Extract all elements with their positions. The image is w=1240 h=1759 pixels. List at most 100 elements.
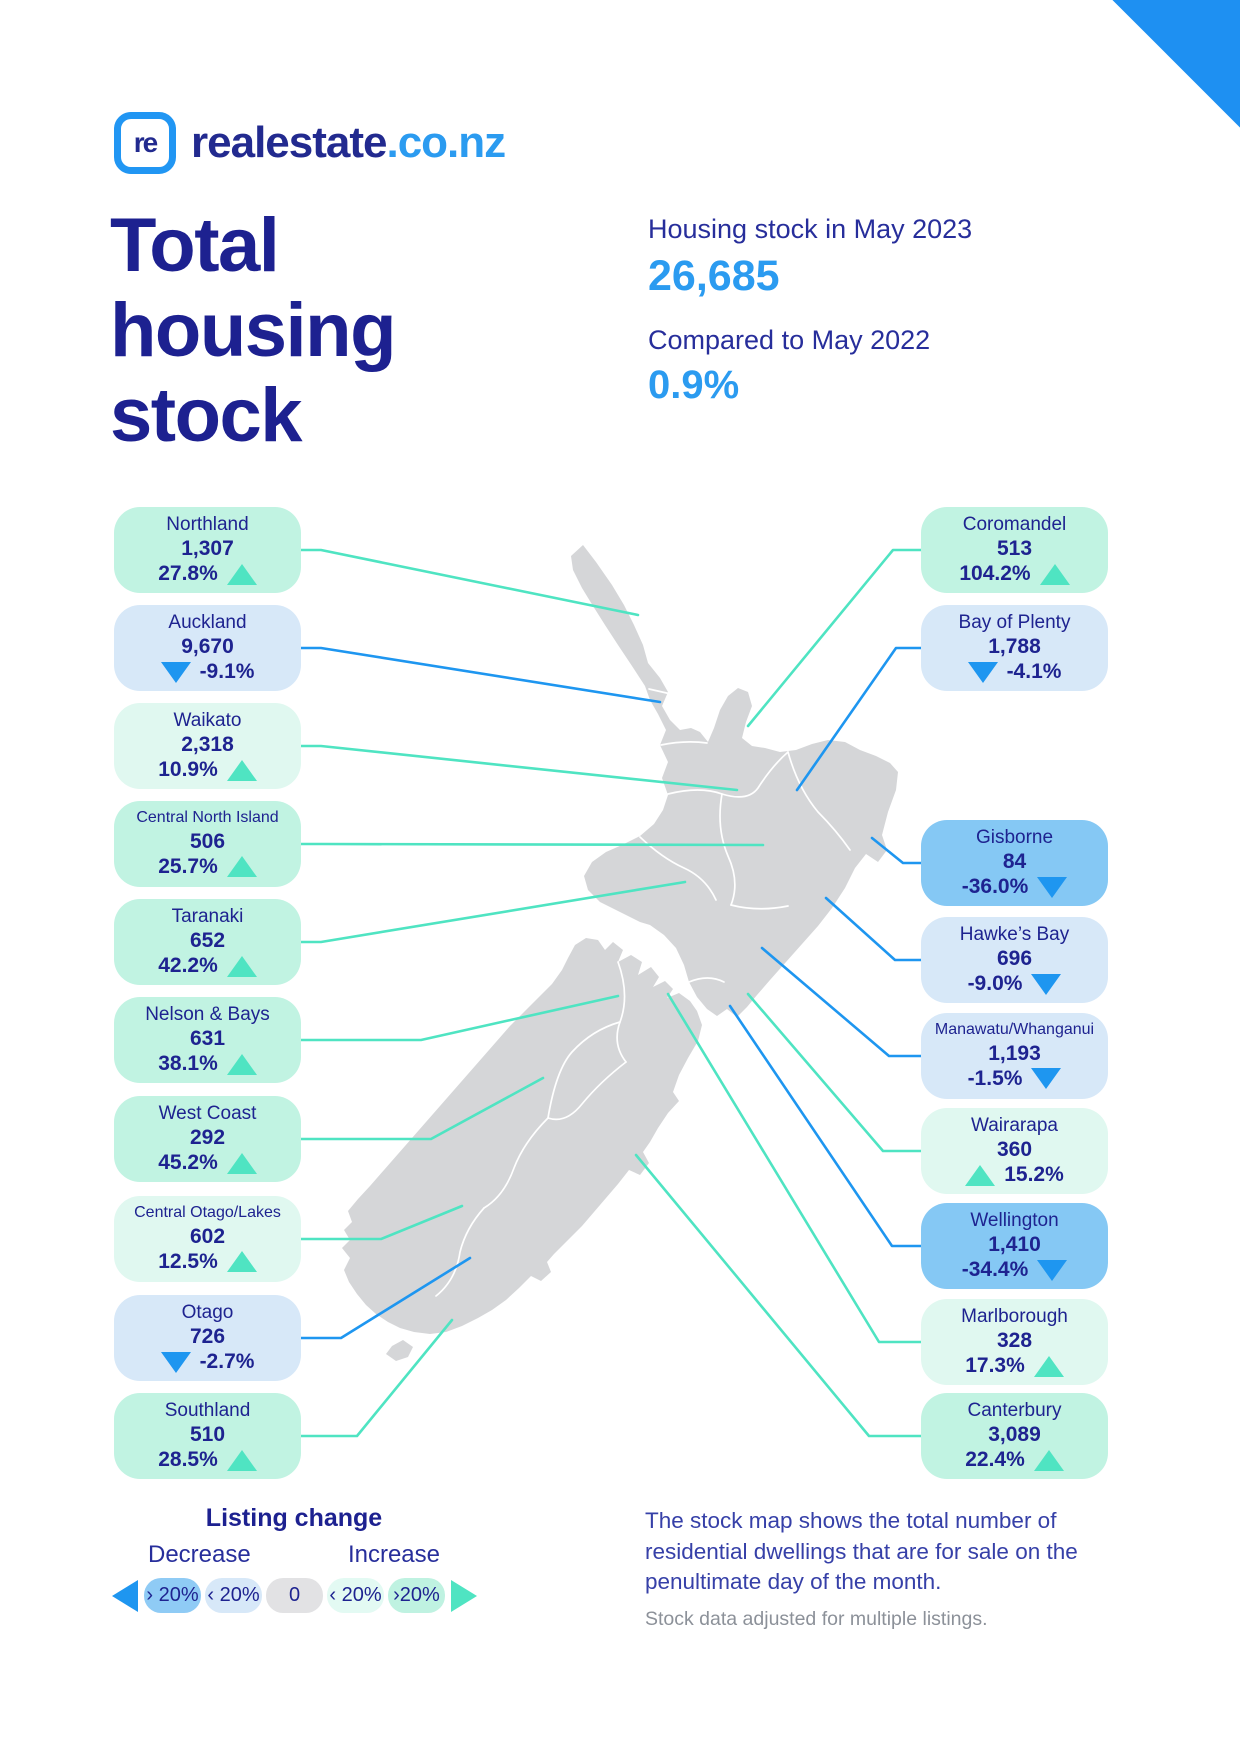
region-name: Southland [164, 1399, 251, 1421]
brand-logo: re realestate.co.nz [114, 112, 506, 174]
triangle-up-icon [965, 1164, 996, 1186]
legend-increase-label: Increase [347, 1541, 440, 1568]
region-box-otago: Otago 726 -2.7% [114, 1295, 301, 1381]
triangle-down-icon [160, 1351, 191, 1373]
region-change: -4.1% [967, 660, 1061, 684]
triangle-up-icon [226, 955, 257, 977]
region-change: 104.2% [959, 562, 1070, 586]
region-change-value: -34.4% [961, 1258, 1029, 1282]
region-stock-value: 2,318 [181, 733, 234, 757]
region-change-value: -36.0% [961, 875, 1029, 899]
region-stock-value: 631 [189, 1027, 226, 1051]
region-name: Bay of Plenty [958, 611, 1071, 633]
legend-scale: › 20% ‹ 20% 0 ‹ 20% ›20% [106, 1578, 482, 1613]
footnote-main: The stock map shows the total number of … [645, 1508, 1078, 1595]
brand-name: realestate [191, 118, 387, 167]
region-stock-value: 9,670 [181, 635, 234, 659]
region-change: 25.7% [158, 855, 257, 879]
region-stock-value: 3,089 [988, 1423, 1041, 1447]
page-title: Total housing stock [110, 203, 397, 458]
region-change: -34.4% [962, 1258, 1068, 1282]
region-change-value: 17.3% [965, 1354, 1025, 1378]
triangle-up-icon [226, 759, 257, 781]
region-stock-value: 652 [189, 929, 226, 953]
region-box-wairarapa: Wairarapa 360 15.2% [921, 1108, 1108, 1194]
connector-southland [299, 1318, 454, 1438]
connector-waikato [299, 744, 739, 792]
region-change-value: 27.8% [158, 562, 218, 586]
region-change-value: 12.5% [158, 1249, 218, 1273]
region-name: Otago [181, 1301, 234, 1323]
region-box-northland: Northland 1,307 27.8% [114, 507, 301, 593]
triangle-up-icon [226, 856, 257, 878]
legend: Listing change Decrease Increase › 20% ‹… [106, 1504, 482, 1613]
triangle-up-icon [226, 1152, 257, 1174]
brand-logo-text: realestate.co.nz [191, 118, 506, 168]
region-name: West Coast [158, 1102, 257, 1124]
legend-pill-increase-light: ‹ 20% [327, 1578, 384, 1613]
region-change-value: 104.2% [959, 562, 1031, 586]
triangle-up-icon [226, 563, 257, 585]
region-change: -36.0% [962, 875, 1068, 899]
region-box-gisborne: Gisborne 84 -36.0% [921, 820, 1108, 906]
region-box-nelson-bays: Nelson & Bays 631 38.1% [114, 997, 301, 1083]
region-box-coromandel: Coromandel 513 104.2% [921, 507, 1108, 593]
connector-marlborough [666, 992, 923, 1344]
brand-logo-icon-letters: re [133, 127, 159, 158]
triangle-down-icon [1031, 1068, 1062, 1090]
region-name: Marlborough [961, 1305, 1068, 1327]
region-stock-value: 1,307 [181, 537, 234, 561]
region-stock-value: 513 [996, 537, 1033, 561]
compare-label: Compared to May 2022 [648, 325, 931, 355]
connector-coromandel [746, 548, 923, 728]
region-change: 45.2% [158, 1151, 257, 1175]
region-box-bay-of-plenty: Bay of Plenty 1,788 -4.1% [921, 605, 1108, 691]
region-stock-value: 1,788 [988, 635, 1041, 659]
footnote: The stock map shows the total number of … [645, 1506, 1115, 1631]
region-change: -9.1% [160, 660, 254, 684]
region-box-hawke-s-bay: Hawke’s Bay 696 -9.0% [921, 917, 1108, 1003]
region-change: 15.2% [965, 1163, 1064, 1187]
region-name: Central Otago/Lakes [134, 1204, 281, 1222]
triangle-down-icon [1031, 973, 1062, 995]
legend-pill-decrease-light: ‹ 20% [205, 1578, 262, 1613]
region-stock-value: 328 [996, 1329, 1033, 1353]
triangle-down-icon [967, 661, 998, 683]
region-change-value: 45.2% [158, 1151, 218, 1175]
connector-bay-of-plenty [795, 646, 923, 792]
legend-pill-zero: 0 [266, 1578, 323, 1613]
region-change: 10.9% [158, 758, 257, 782]
region-box-southland: Southland 510 28.5% [114, 1393, 301, 1479]
triangle-up-icon [226, 1053, 257, 1075]
connector-auckland [299, 646, 662, 704]
region-name: Hawke’s Bay [959, 923, 1070, 945]
nz-map [299, 545, 923, 1438]
region-box-wellington: Wellington 1,410 -34.4% [921, 1203, 1108, 1289]
region-box-central-north-island: Central North Island 506 25.7% [114, 801, 301, 887]
page-title-line-2: housing [110, 288, 397, 374]
brand-tld: .co.nz [386, 118, 506, 167]
region-change: 42.2% [158, 954, 257, 978]
region-stock-value: 506 [189, 829, 226, 853]
legend-pill-decrease-strong: › 20% [144, 1578, 201, 1613]
connector-wellington [728, 1004, 923, 1248]
region-boundaries [435, 688, 851, 1297]
footnote-sub: Stock data adjusted for multiple listing… [645, 1607, 988, 1630]
connector-lines [299, 548, 923, 1438]
region-stock-value: 726 [189, 1325, 226, 1349]
region-change: 12.5% [158, 1250, 257, 1274]
region-change-value: 28.5% [158, 1448, 218, 1472]
triangle-down-icon [160, 661, 191, 683]
region-box-marlborough: Marlborough 328 17.3% [921, 1299, 1108, 1385]
region-stock-value: 1,193 [988, 1041, 1041, 1065]
region-change-value: 10.9% [158, 758, 218, 782]
legend-decrease-label: Decrease [148, 1541, 251, 1568]
page-title-line-1: Total [110, 203, 280, 288]
connector-nelson-bays [299, 994, 620, 1042]
region-name: Northland [166, 513, 249, 535]
stock-label: Housing stock in May 2023 [648, 214, 973, 244]
region-box-manawatu-whanganui: Manawatu/Whanganui 1,193 -1.5% [921, 1013, 1108, 1099]
connector-gisborne [870, 836, 923, 865]
region-change-value: 15.2% [1004, 1163, 1064, 1187]
